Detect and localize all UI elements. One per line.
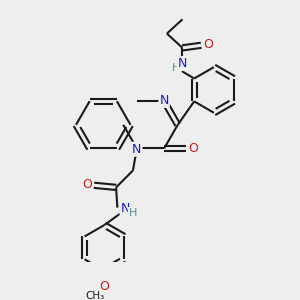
Text: O: O <box>203 38 213 51</box>
Text: O: O <box>82 178 92 191</box>
Text: O: O <box>188 142 198 155</box>
Text: N: N <box>159 94 169 107</box>
Text: O: O <box>100 280 109 293</box>
Text: N: N <box>132 143 142 156</box>
Text: N: N <box>121 202 130 215</box>
Text: CH₃: CH₃ <box>86 291 105 300</box>
Text: N: N <box>178 57 187 70</box>
Text: H: H <box>172 63 181 73</box>
Text: H: H <box>129 208 137 218</box>
